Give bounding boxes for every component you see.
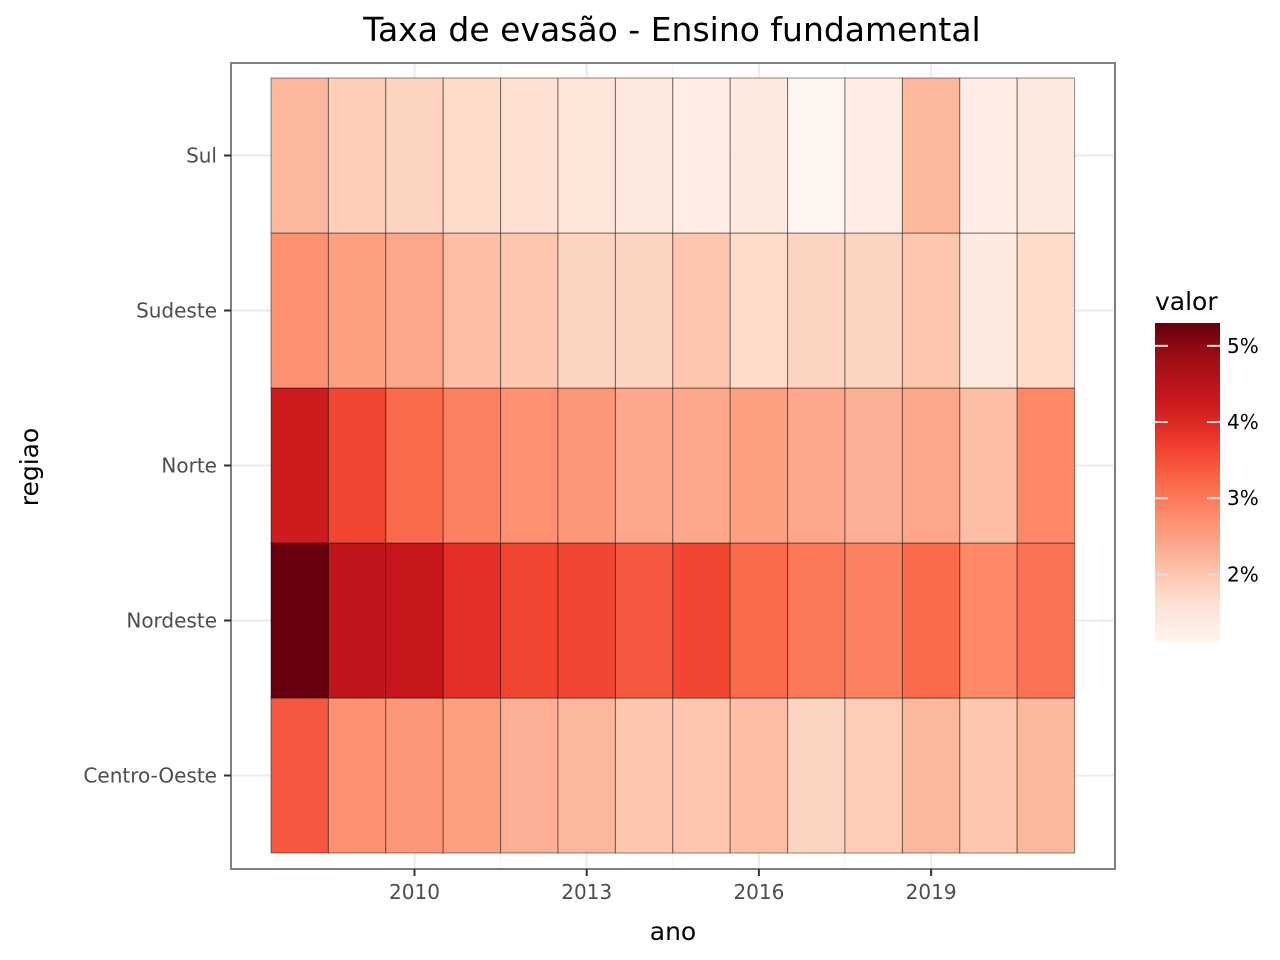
heatmap-cell bbox=[557, 232, 616, 389]
heatmap-cell bbox=[959, 542, 1018, 699]
y-axis: Centro-Oeste Nordeste Norte Sudeste Sul bbox=[83, 144, 231, 788]
legend-title: valor bbox=[1155, 287, 1218, 316]
heatmap-cell bbox=[959, 387, 1018, 544]
heatmap-cell bbox=[787, 232, 846, 389]
heatmap-cell bbox=[959, 77, 1018, 234]
heatmap-cell bbox=[672, 387, 731, 544]
heatmap-cell bbox=[614, 697, 674, 854]
heatmap-cell bbox=[442, 387, 502, 544]
heatmap-cell bbox=[442, 697, 502, 854]
heatmap-cell bbox=[844, 232, 903, 389]
heatmap-cell bbox=[901, 697, 961, 854]
heatmap-cell bbox=[844, 387, 903, 544]
heatmap-cell bbox=[327, 697, 387, 854]
y-tick-label: Sudeste bbox=[136, 299, 217, 323]
heatmap-cell bbox=[787, 697, 846, 854]
heatmap-cell bbox=[729, 542, 789, 699]
y-axis-title: regiao bbox=[15, 428, 44, 507]
heatmap-cell bbox=[901, 232, 961, 389]
x-tick-label: 2013 bbox=[561, 880, 612, 904]
heatmap-cell bbox=[500, 697, 559, 854]
heatmap-cell bbox=[959, 697, 1018, 854]
heatmap-cell bbox=[327, 232, 387, 389]
x-axis: 2010 2013 2016 2019 bbox=[389, 869, 957, 904]
heatmap-cell bbox=[385, 542, 444, 699]
heatmap-cell bbox=[500, 387, 559, 544]
heatmap-cell bbox=[901, 77, 961, 234]
heatmap-cell bbox=[385, 387, 444, 544]
y-tick-label: Centro-Oeste bbox=[83, 764, 217, 788]
y-tick-label: Nordeste bbox=[126, 609, 217, 633]
heatmap-cell bbox=[901, 542, 961, 699]
heatmap-cell bbox=[614, 232, 674, 389]
x-tick-label: 2019 bbox=[906, 880, 957, 904]
y-tick-label: Sul bbox=[186, 144, 217, 168]
heatmap-cell bbox=[729, 77, 789, 234]
y-tick-label: Norte bbox=[161, 454, 217, 478]
heatmap-cell bbox=[844, 542, 903, 699]
heatmap-cell bbox=[1016, 77, 1076, 234]
legend-tick-label: 4% bbox=[1227, 410, 1259, 434]
heatmap-cell bbox=[270, 77, 329, 234]
heatmap-cell bbox=[327, 77, 387, 234]
heatmap-cell bbox=[385, 697, 444, 854]
heatmap-cell bbox=[787, 77, 846, 234]
heatmap-cell bbox=[729, 387, 789, 544]
heatmap-cell bbox=[327, 542, 387, 699]
heatmap-cell bbox=[270, 697, 329, 854]
heatmap-cell bbox=[500, 542, 559, 699]
heatmap-cell bbox=[787, 387, 846, 544]
heatmap-cell bbox=[270, 542, 329, 699]
heatmap-cell bbox=[557, 77, 616, 234]
legend-colorbar bbox=[1155, 323, 1220, 643]
heatmap-cell bbox=[500, 232, 559, 389]
heatmap-cell bbox=[442, 542, 502, 699]
chart-title: Taxa de evasão - Ensino fundamental bbox=[362, 10, 980, 49]
heatmap-cell bbox=[327, 387, 387, 544]
heatmap-cell bbox=[385, 77, 444, 234]
heatmap-cell bbox=[270, 232, 329, 389]
heatmap-cell bbox=[614, 542, 674, 699]
heatmap-cell bbox=[1016, 387, 1076, 544]
heatmap-cell bbox=[729, 697, 789, 854]
heatmap-cell bbox=[844, 697, 903, 854]
heatmap-cell bbox=[787, 542, 846, 699]
heatmap-cell bbox=[442, 232, 502, 389]
heatmap-cell bbox=[729, 232, 789, 389]
x-axis-title: ano bbox=[650, 917, 696, 946]
heatmap-cell bbox=[672, 542, 731, 699]
heatmap-cell bbox=[385, 232, 444, 389]
heatmap-cell bbox=[672, 697, 731, 854]
heatmap-cells bbox=[270, 77, 1076, 854]
heatmap-cell bbox=[1016, 542, 1076, 699]
heatmap-cell bbox=[500, 77, 559, 234]
heatmap-cell bbox=[844, 77, 903, 234]
heatmap-cell bbox=[557, 542, 616, 699]
x-tick-label: 2010 bbox=[389, 880, 440, 904]
legend-ticks: 5% 4% 3% 2% bbox=[1155, 334, 1259, 586]
heatmap-cell bbox=[614, 387, 674, 544]
heatmap-cell bbox=[557, 387, 616, 544]
heatmap-cell bbox=[901, 387, 961, 544]
x-tick-label: 2016 bbox=[733, 880, 784, 904]
legend: valor 5% 4% 3% 2% bbox=[1155, 287, 1259, 643]
legend-tick-label: 5% bbox=[1227, 334, 1259, 358]
heatmap-cell bbox=[959, 232, 1018, 389]
legend-tick-label: 2% bbox=[1227, 562, 1259, 586]
heatmap-cell bbox=[442, 77, 502, 234]
heatmap-cell bbox=[270, 387, 329, 544]
heatmap-cell bbox=[672, 77, 731, 234]
heatmap-cell bbox=[672, 232, 731, 389]
heatmap-cell bbox=[557, 697, 616, 854]
legend-tick-label: 3% bbox=[1227, 486, 1259, 510]
heatmap-cell bbox=[1016, 232, 1076, 389]
heatmap-cell bbox=[614, 77, 674, 234]
heatmap-cell bbox=[1016, 697, 1076, 854]
